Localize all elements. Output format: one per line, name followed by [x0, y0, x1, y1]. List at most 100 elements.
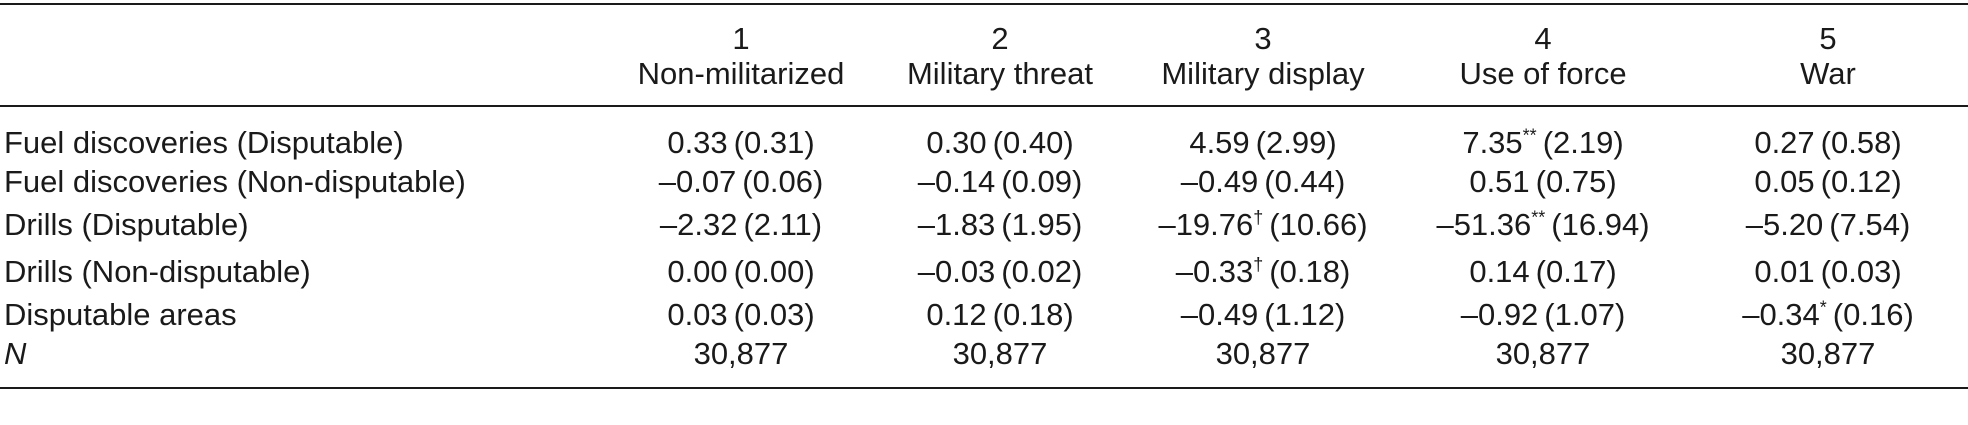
n-label: N	[0, 334, 610, 390]
standard-error: (0.12)	[1820, 163, 1902, 199]
column-title: Use of force	[1398, 55, 1688, 108]
table-row: Fuel discoveries (Non-disputable) –0.07 (0…	[0, 162, 1968, 201]
coefficient: 0.03	[667, 296, 728, 332]
table-cell: 0.33 (0.31)	[610, 106, 872, 162]
coefficient: 0.33	[667, 124, 728, 160]
table-row: Drills (Non-disputable) 0.00 (0.00) –0.03 (0…	[0, 248, 1968, 295]
coefficient: –0.33	[1175, 253, 1254, 289]
coefficient: 7.35	[1462, 124, 1523, 160]
table-body: Fuel discoveries (Disputable) 0.33 (0.31) 0…	[0, 106, 1968, 390]
standard-error: (0.02)	[1001, 253, 1083, 289]
table-cell: –0.92 (1.07)	[1398, 295, 1688, 334]
standard-error: (0.18)	[1269, 253, 1351, 289]
standard-error: (2.99)	[1255, 124, 1337, 160]
table-cell: –1.83 (1.95)	[872, 201, 1128, 248]
coefficient: –0.03	[917, 253, 996, 289]
standard-error: (0.03)	[733, 296, 815, 332]
table-cell: 0.14 (0.17)	[1398, 248, 1688, 295]
column-title: War	[1688, 55, 1968, 108]
coefficient: –0.49	[1180, 163, 1259, 199]
standard-error: (10.66)	[1269, 206, 1368, 242]
table-row: Disputable areas 0.03 (0.03) 0.12 (0.18) –0.4…	[0, 295, 1968, 334]
coefficient: –19.76	[1158, 206, 1254, 242]
standard-error: (2.19)	[1542, 124, 1624, 160]
column-number: 4	[1398, 3, 1688, 56]
coefficient: 0.27	[1754, 124, 1815, 160]
coefficient: –0.49	[1180, 296, 1259, 332]
significance-marker: *	[1819, 297, 1827, 318]
table-cell: 0.12 (0.18)	[872, 295, 1128, 334]
coefficient: –1.83	[917, 206, 996, 242]
table-header: 1 2 3 4 5 Non-militarized Military threa…	[0, 3, 1968, 108]
n-value: 30,877	[872, 334, 1128, 390]
column-title: Non-militarized	[610, 55, 872, 108]
table-cell: –51.36** (16.94)	[1398, 201, 1688, 248]
standard-error: (0.75)	[1535, 163, 1617, 199]
coefficient: –0.07	[658, 163, 737, 199]
table-cell: –0.03 (0.02)	[872, 248, 1128, 295]
table-row: Fuel discoveries (Disputable) 0.33 (0.31) 0…	[0, 106, 1968, 162]
table-cell: 0.01 (0.03)	[1688, 248, 1968, 295]
significance-marker: †	[1253, 207, 1264, 228]
column-number: 2	[872, 3, 1128, 56]
column-number: 1	[610, 3, 872, 56]
table-cell: –0.49 (0.44)	[1128, 162, 1398, 201]
table-cell: –19.76† (10.66)	[1128, 201, 1398, 248]
table-cell: 0.03 (0.03)	[610, 295, 872, 334]
coefficient: –0.92	[1460, 296, 1539, 332]
table-cell: –0.14 (0.09)	[872, 162, 1128, 201]
table-cell: 0.00 (0.00)	[610, 248, 872, 295]
table-cell: –0.07 (0.06)	[610, 162, 872, 201]
table-cell: 7.35** (2.19)	[1398, 106, 1688, 162]
column-number: 5	[1688, 3, 1968, 56]
n-value: 30,877	[1688, 334, 1968, 390]
coefficient: –0.34	[1742, 296, 1820, 332]
table-cell: –0.49 (1.12)	[1128, 295, 1398, 334]
column-title-row: Non-militarized Military threat Military…	[0, 55, 1968, 108]
standard-error: (0.44)	[1264, 163, 1346, 199]
standard-error: (0.06)	[742, 163, 824, 199]
coefficient: –2.32	[659, 206, 738, 242]
standard-error: (0.09)	[1001, 163, 1083, 199]
coefficient: 0.01	[1754, 253, 1815, 289]
n-value: 30,877	[1128, 334, 1398, 390]
column-number-row: 1 2 3 4 5	[0, 3, 1968, 56]
standard-error: (0.17)	[1535, 253, 1617, 289]
significance-marker: †	[1253, 254, 1264, 275]
standard-error: (7.54)	[1829, 206, 1911, 242]
table-cell: 0.05 (0.12)	[1688, 162, 1968, 201]
table-cell: 0.30 (0.40)	[872, 106, 1128, 162]
standard-error: (1.12)	[1264, 296, 1346, 332]
coefficient: –0.14	[917, 163, 996, 199]
table-cell: –0.33† (0.18)	[1128, 248, 1398, 295]
standard-error: (0.40)	[992, 124, 1074, 160]
standard-error: (1.95)	[1001, 206, 1083, 242]
row-label: Disputable areas	[4, 296, 237, 332]
n-value: 30,877	[610, 334, 872, 390]
standard-error: (1.07)	[1544, 296, 1626, 332]
standard-error: (0.16)	[1832, 296, 1914, 332]
table-cell: 0.51 (0.75)	[1398, 162, 1688, 201]
row-label: Drills (Disputable)	[4, 206, 249, 242]
standard-error: (0.18)	[992, 296, 1074, 332]
n-value: 30,877	[1398, 334, 1688, 390]
coefficient: 0.00	[667, 253, 728, 289]
standard-error: (0.31)	[733, 124, 815, 160]
standard-error: (16.94)	[1551, 206, 1650, 242]
significance-marker: **	[1522, 125, 1537, 146]
n-row: N 30,877 30,877 30,877 30,877 30,877	[0, 334, 1968, 390]
column-number: 3	[1128, 3, 1398, 56]
table-cell: –0.34* (0.16)	[1688, 295, 1968, 334]
row-label: Fuel discoveries (Disputable)	[4, 124, 404, 160]
header-blank	[0, 3, 610, 56]
table-cell: 4.59 (2.99)	[1128, 106, 1398, 162]
table-cell: –2.32 (2.11)	[610, 201, 872, 248]
coefficient: 4.59	[1189, 124, 1250, 160]
table-cell: –5.20 (7.54)	[1688, 201, 1968, 248]
standard-error: (0.58)	[1820, 124, 1902, 160]
significance-marker: **	[1531, 207, 1546, 228]
row-label: Drills (Non-disputable)	[4, 253, 311, 289]
standard-error: (2.11)	[743, 206, 823, 242]
column-title: Military display	[1128, 55, 1398, 108]
